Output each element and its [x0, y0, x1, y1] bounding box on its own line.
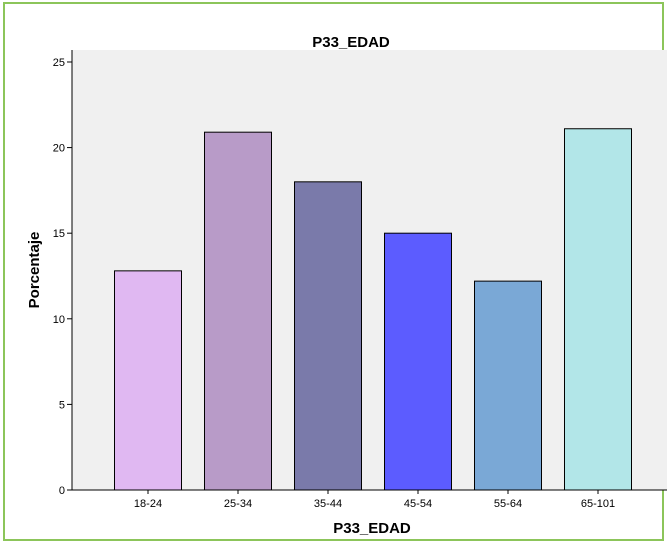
x-axis: 18-24 25-34 35-44 45-54 55-64 65-101 [67, 490, 667, 510]
y-tick-label: 5 [59, 399, 65, 411]
x-tick-label: 45-54 [404, 498, 432, 510]
y-tick-label: 0 [59, 485, 65, 497]
y-tick-label: 25 [53, 57, 65, 69]
x-tick-label: 18-24 [134, 498, 162, 510]
bar-18-24 [115, 271, 182, 490]
x-tick-label: 55-64 [494, 498, 522, 510]
bar-25-34 [205, 132, 272, 490]
y-tick-label: 10 [53, 314, 65, 326]
bar-65-101 [565, 129, 632, 490]
x-tick-label: 65-101 [581, 498, 615, 510]
x-tick-label: 25-34 [224, 498, 252, 510]
bar-35-44 [295, 182, 362, 490]
bar-45-54 [385, 233, 452, 490]
y-tick-label: 15 [53, 228, 65, 240]
bar-55-64 [475, 281, 542, 490]
y-axis-label: Porcentaje [26, 232, 43, 309]
x-tick-label: 35-44 [314, 498, 342, 510]
y-tick-label: 20 [53, 143, 65, 155]
x-axis-label: P33_EDAD [333, 520, 411, 537]
y-axis: 0 5 10 15 20 25 [53, 50, 72, 497]
chart-title: P33_EDAD [312, 34, 390, 51]
